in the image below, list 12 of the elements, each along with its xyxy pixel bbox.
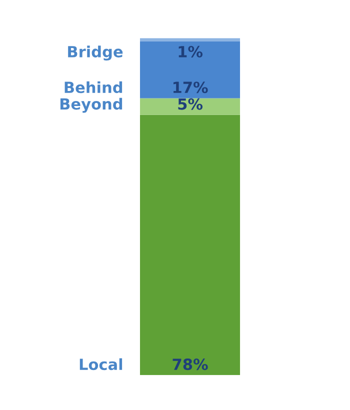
bar xyxy=(140,98,240,115)
data-label: 5% xyxy=(178,98,203,110)
series-label: Bridge xyxy=(68,46,123,61)
data-label: 1% xyxy=(178,46,203,58)
bar xyxy=(140,41,240,98)
series-label: Beyond xyxy=(60,98,122,113)
data-label: 17% xyxy=(173,82,208,94)
series-label: Local xyxy=(80,358,122,370)
bar xyxy=(140,114,240,376)
series-label: Behind xyxy=(64,81,122,94)
bar xyxy=(140,38,240,42)
data-label: 78% xyxy=(172,358,208,370)
